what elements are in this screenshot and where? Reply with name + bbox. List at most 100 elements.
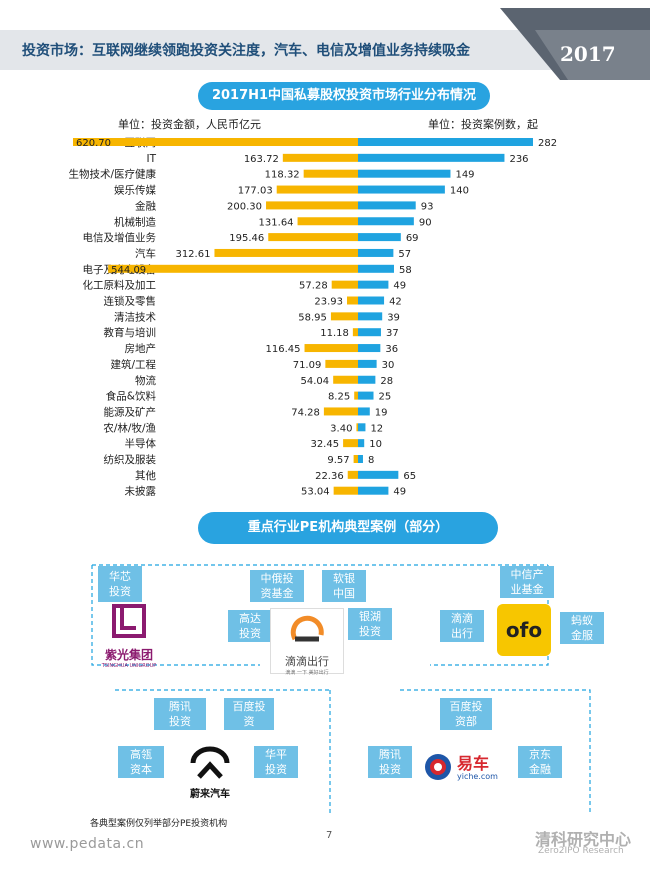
amount-bar <box>323 407 358 416</box>
count-bar <box>358 138 533 146</box>
brand-name: 清科研究中心 <box>535 830 632 849</box>
category-label: 化工原料及加工 <box>83 279 157 292</box>
investor-box-didi: 滴滴 出行 <box>440 610 484 642</box>
amount-bar <box>333 486 358 495</box>
amount-value-label: 118.32 <box>265 170 300 181</box>
category-label: 机械制造 <box>114 215 156 228</box>
category-label: 汽车 <box>135 247 156 260</box>
category-label: 食品&饮料 <box>106 390 157 403</box>
count-value-label: 10 <box>369 439 382 450</box>
amount-value-label: 620.70 <box>76 138 111 149</box>
amount-bar <box>347 296 358 305</box>
investor-box-jingdong: 京东 金融 <box>518 746 562 778</box>
investor-box-huaxin: 华芯 投资 <box>98 566 142 602</box>
ziguang-name: 紫光集团 <box>104 648 153 662</box>
count-bar <box>358 486 389 495</box>
amount-value-label: 544.09 <box>111 265 146 276</box>
year-label: 2017 <box>560 42 616 66</box>
category-label: 教育与培训 <box>104 326 157 339</box>
count-bar <box>358 233 401 242</box>
count-bar <box>358 312 383 321</box>
category-label: 农/林/牧/渔 <box>103 421 156 434</box>
investor-box-baidu-1: 百度投资 <box>224 698 274 730</box>
count-bar <box>358 169 451 178</box>
unit-right: 单位：投资案例数，起 <box>428 118 538 131</box>
count-value-label: 93 <box>421 201 434 212</box>
category-label: 娱乐传媒 <box>114 184 156 197</box>
amount-value-label: 53.04 <box>301 487 330 498</box>
count-value-label: 57 <box>398 249 411 260</box>
amount-value-label: 8.25 <box>328 392 350 403</box>
count-bar <box>358 185 445 194</box>
count-bar <box>358 359 377 368</box>
count-bar <box>358 280 389 289</box>
count-value-label: 49 <box>393 281 406 292</box>
amount-value-label: 32.45 <box>310 439 339 450</box>
unit-left: 单位：投资金额，人民币亿元 <box>118 118 261 131</box>
investor-box-ruanyin: 软银 中国 <box>322 570 366 602</box>
count-bar <box>358 201 416 210</box>
amount-bar <box>343 439 358 448</box>
amount-bar <box>297 217 358 226</box>
yiche-logo: 易车 yiche.com <box>423 748 503 786</box>
didi-sub: 滴滴 一下 美好出行 <box>285 670 329 676</box>
count-value-label: 36 <box>385 344 398 355</box>
count-value-label: 140 <box>450 186 469 197</box>
investor-box-gaoling: 高瓴 资本 <box>118 746 164 778</box>
amount-bar <box>347 470 358 479</box>
didi-logo: 滴滴出行 滴滴 一下 美好出行 <box>270 608 344 676</box>
amount-bar <box>266 201 358 210</box>
amount-bar <box>214 248 358 257</box>
count-value-label: 149 <box>455 170 474 181</box>
count-bar <box>358 391 374 400</box>
yiche-mark-icon <box>425 754 451 780</box>
ziguang-mark-icon <box>112 604 146 638</box>
count-bar <box>358 153 505 162</box>
year-shape-light <box>535 30 650 80</box>
amount-bar <box>303 169 358 178</box>
amount-value-label: 131.64 <box>259 217 294 228</box>
count-value-label: 90 <box>419 217 432 228</box>
category-label: 连锁及零售 <box>104 295 157 308</box>
category-label: 生物技术/医疗健康 <box>68 168 156 181</box>
nio-mark-icon <box>190 746 230 779</box>
count-bar <box>358 470 399 479</box>
category-label: 纺织及服装 <box>104 453 157 466</box>
count-bar <box>358 423 366 432</box>
page-title: 投资市场：互联网继续领跑投资关注度，汽车、电信及增值业务持续吸金 <box>22 43 470 59</box>
count-bar <box>358 439 365 448</box>
yiche-sub: yiche.com <box>457 772 498 781</box>
amount-value-label: 54.04 <box>301 376 330 387</box>
investor-box-baidu-2: 百度投 资部 <box>440 698 492 730</box>
amount-value-label: 23.93 <box>314 297 343 308</box>
count-value-label: 282 <box>538 138 557 149</box>
count-bar <box>358 407 370 416</box>
amount-value-label: 116.45 <box>266 344 301 355</box>
connector-bottom-right <box>400 689 591 815</box>
category-label: 金融 <box>135 199 156 212</box>
amount-bar <box>325 359 358 368</box>
page-number: 7 <box>326 830 333 841</box>
amount-bar <box>330 312 358 321</box>
didi-name: 滴滴出行 <box>285 655 329 668</box>
nio-logo: 蔚来汽车 <box>185 743 235 801</box>
count-value-label: 236 <box>509 154 528 165</box>
footnote: 各典型案例仅列举部分PE投资机构 <box>90 819 228 829</box>
count-value-label: 25 <box>379 392 392 403</box>
count-bar <box>358 264 394 273</box>
site-url[interactable]: www.pedata.cn <box>30 836 145 852</box>
amount-bar <box>331 280 358 289</box>
industry-distribution-chart: 互联网620.70282IT163.72236生物技术/医疗健康118.3214… <box>68 137 557 498</box>
amount-bar <box>352 328 358 337</box>
count-value-label: 28 <box>380 376 393 387</box>
amount-bar <box>73 138 358 146</box>
cases-title-pill: 重点行业PE机构典型案例（部分） <box>198 512 498 544</box>
count-bar <box>358 328 381 337</box>
header-bar <box>0 30 650 70</box>
amount-value-label: 71.09 <box>293 360 322 371</box>
amount-value-label: 312.61 <box>175 249 210 260</box>
category-label: 房地产 <box>125 342 157 355</box>
category-label: 能源及矿产 <box>104 405 157 418</box>
ofo-name: ofo <box>505 618 543 642</box>
category-label: 清洁技术 <box>114 310 156 323</box>
